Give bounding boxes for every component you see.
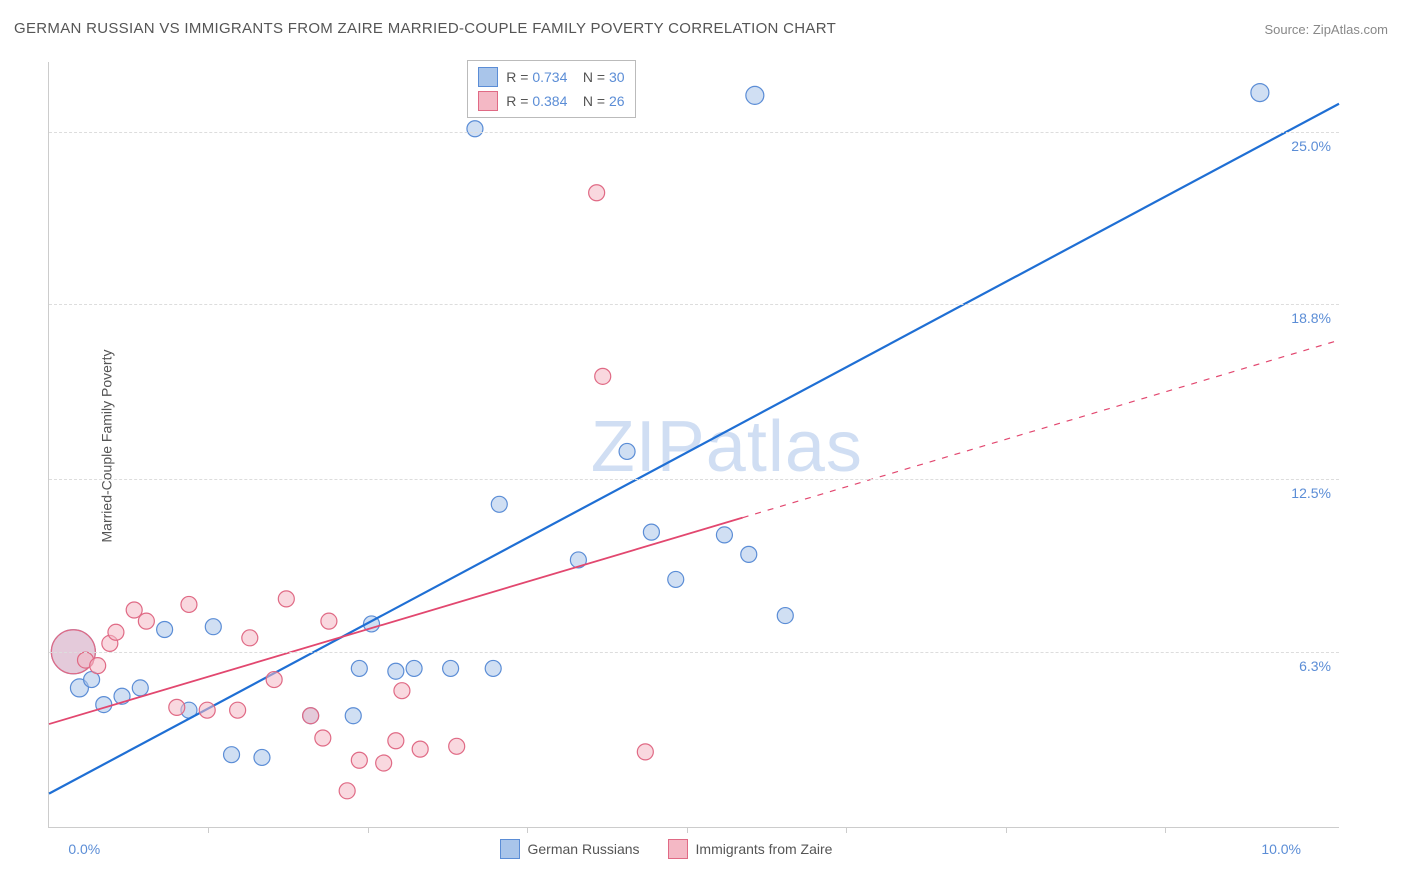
x-tick-label: 0.0%	[68, 841, 100, 857]
correlation-legend-row: R = 0.734 N = 30	[478, 65, 624, 89]
series-legend: German Russians Immigrants from Zaire	[500, 839, 833, 859]
x-tick	[1165, 827, 1166, 833]
grid-line	[49, 304, 1339, 305]
scatter-point	[777, 608, 793, 624]
series-legend-item: German Russians	[500, 839, 640, 859]
scatter-point	[242, 630, 258, 646]
chart-container: GERMAN RUSSIAN VS IMMIGRANTS FROM ZAIRE …	[0, 0, 1406, 892]
x-tick	[208, 827, 209, 833]
x-tick	[527, 827, 528, 833]
legend-swatch	[478, 67, 498, 87]
scatter-point	[303, 708, 319, 724]
scatter-point	[643, 524, 659, 540]
regression-line	[49, 104, 1339, 794]
y-tick-label: 18.8%	[1291, 310, 1331, 326]
scatter-point	[278, 591, 294, 607]
scatter-point	[637, 744, 653, 760]
scatter-point	[485, 660, 501, 676]
scatter-point	[205, 619, 221, 635]
plot-svg	[49, 62, 1339, 827]
scatter-point	[746, 86, 764, 104]
scatter-point	[406, 660, 422, 676]
source-label: Source: ZipAtlas.com	[1264, 22, 1388, 37]
series-legend-label: Immigrants from Zaire	[696, 841, 833, 857]
scatter-point	[619, 443, 635, 459]
scatter-point	[90, 658, 106, 674]
scatter-point	[449, 738, 465, 754]
grid-line	[49, 652, 1339, 653]
scatter-point	[230, 702, 246, 718]
scatter-point	[376, 755, 392, 771]
scatter-point	[388, 663, 404, 679]
correlation-legend: R = 0.734 N = 30 R = 0.384 N = 26	[467, 60, 635, 118]
scatter-point	[169, 699, 185, 715]
y-tick-label: 25.0%	[1291, 138, 1331, 154]
scatter-point	[589, 185, 605, 201]
grid-line	[49, 479, 1339, 480]
plot-area: ZIPatlas 6.3%12.5%18.8%25.0%	[48, 62, 1339, 828]
x-tick-label: 10.0%	[1261, 841, 1301, 857]
scatter-point	[412, 741, 428, 757]
scatter-point	[394, 683, 410, 699]
scatter-point	[443, 660, 459, 676]
x-tick	[687, 827, 688, 833]
series-legend-label: German Russians	[528, 841, 640, 857]
correlation-legend-text: R = 0.734 N = 30	[506, 69, 624, 85]
scatter-point	[351, 752, 367, 768]
legend-swatch	[668, 839, 688, 859]
scatter-point	[315, 730, 331, 746]
scatter-point	[181, 596, 197, 612]
correlation-legend-text: R = 0.384 N = 26	[506, 93, 624, 109]
scatter-point	[254, 749, 270, 765]
scatter-point	[741, 546, 757, 562]
series-legend-item: Immigrants from Zaire	[668, 839, 833, 859]
scatter-point	[132, 680, 148, 696]
x-tick	[368, 827, 369, 833]
scatter-point	[716, 527, 732, 543]
chart-title: GERMAN RUSSIAN VS IMMIGRANTS FROM ZAIRE …	[14, 20, 836, 37]
scatter-point	[388, 733, 404, 749]
legend-swatch	[478, 91, 498, 111]
scatter-point	[224, 747, 240, 763]
regression-line-dashed	[743, 340, 1339, 517]
scatter-point	[108, 624, 124, 640]
y-tick-label: 6.3%	[1299, 658, 1331, 674]
scatter-point	[491, 496, 507, 512]
legend-swatch	[500, 839, 520, 859]
x-tick	[846, 827, 847, 833]
scatter-point	[668, 571, 684, 587]
correlation-legend-row: R = 0.384 N = 26	[478, 89, 624, 113]
scatter-point	[199, 702, 215, 718]
scatter-point	[266, 672, 282, 688]
scatter-point	[595, 368, 611, 384]
scatter-point	[339, 783, 355, 799]
scatter-point	[321, 613, 337, 629]
scatter-point	[157, 621, 173, 637]
scatter-point	[1251, 84, 1269, 102]
y-tick-label: 12.5%	[1291, 485, 1331, 501]
scatter-point	[467, 121, 483, 137]
grid-line	[49, 132, 1339, 133]
scatter-point	[351, 660, 367, 676]
scatter-point	[345, 708, 361, 724]
scatter-point	[138, 613, 154, 629]
x-tick	[1006, 827, 1007, 833]
